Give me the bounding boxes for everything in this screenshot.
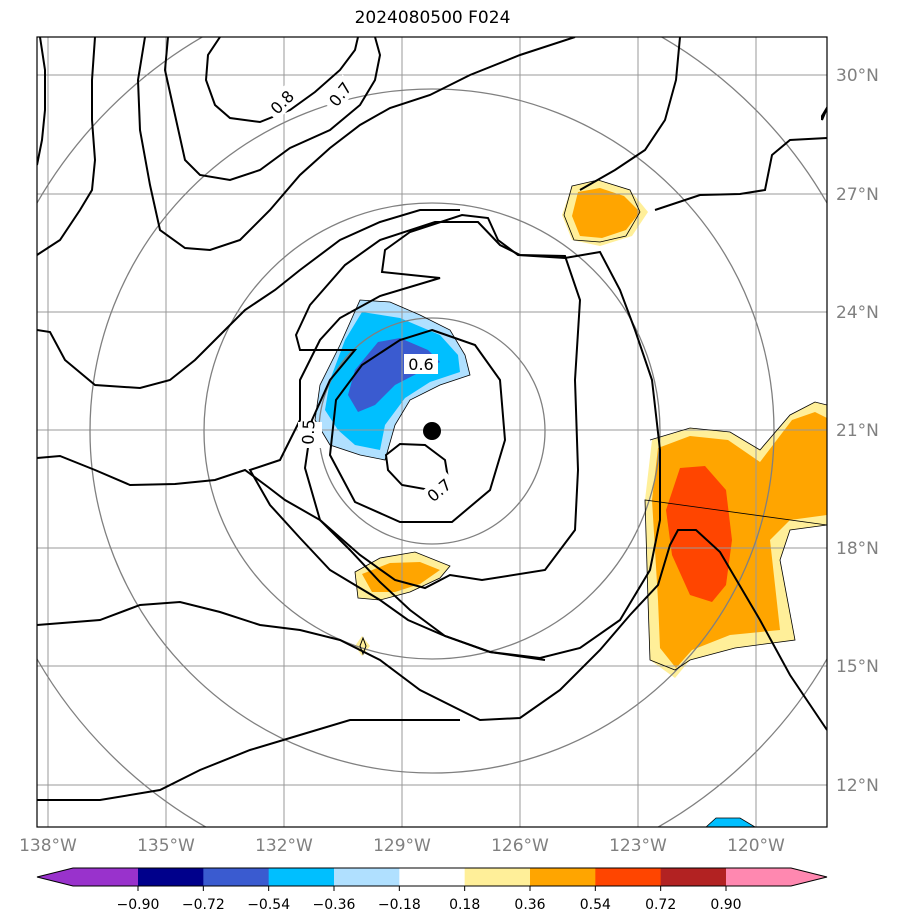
contour-0.8 [204, 37, 359, 124]
colorbar-tick-label: 0.36 [514, 897, 545, 913]
colorbar-tick-label: −0.36 [313, 897, 356, 913]
colorbar-tick-label: −0.54 [247, 897, 290, 913]
lon-label: 123°W [609, 836, 667, 856]
lat-label: 18°N [836, 539, 879, 559]
colorbar-ticks: −0.90 −0.72 −0.54 −0.36 −0.18 0.18 0.36 0.54 0.7… [117, 886, 742, 913]
lon-label: 126°W [491, 836, 549, 856]
colorbar-bin [203, 868, 270, 886]
lon-label: 120°W [727, 836, 785, 856]
contour-outer-west-3 [37, 719, 460, 801]
lat-label: 27°N [836, 185, 879, 205]
gridlines [37, 37, 827, 827]
lat-label: 24°N [836, 303, 879, 323]
colorbar: −0.90 −0.72 −0.54 −0.36 −0.18 0.18 0.36 0.54 0.7… [36, 867, 828, 913]
lon-label: 132°W [255, 836, 313, 856]
contour-northeast-2 [654, 137, 827, 211]
negative-anomaly-bottom [706, 818, 755, 827]
colorbar-bin [399, 868, 466, 886]
lat-label: 30°N [836, 66, 879, 86]
colorbar-over-extension [726, 868, 827, 886]
positive-anomaly-north [572, 188, 640, 238]
contour-tiny-south [359, 636, 367, 656]
lon-label: 138°W [19, 836, 77, 856]
positive-anomaly-speck [355, 636, 370, 656]
colorbar-tick-label: −0.72 [182, 897, 225, 913]
contour-outer-west-4 [37, 209, 460, 390]
map-frame [36, 36, 828, 828]
contour-ring-2 [328, 328, 507, 523]
contour-northeast [579, 37, 681, 191]
lat-tick-labels: 30°N 27°N 24°N 21°N 18°N 15°N 12°N [836, 66, 879, 796]
contour-label-0.6: 0.6 [408, 355, 433, 374]
colorbar-bin [595, 868, 662, 886]
lon-label: 129°W [373, 836, 431, 856]
contour-outer-west-2 [37, 529, 827, 731]
range-rings [37, 37, 827, 827]
contour-northwest-4 [163, 37, 382, 182]
lat-label: 21°N [836, 421, 879, 441]
lat-label: 15°N [836, 657, 879, 677]
colorbar-bin [268, 868, 335, 886]
colorbar-outline [36, 867, 828, 887]
lon-label: 135°W [137, 836, 195, 856]
storm-center-marker [423, 422, 441, 440]
colorbar-tick-label: 0.72 [645, 897, 676, 913]
lon-tick-labels: 138°W 135°W 132°W 129°W 126°W 123°W 120°… [19, 836, 785, 856]
colorbar-tick-label: 0.90 [710, 897, 741, 913]
contour-ring-4 [248, 213, 661, 660]
colorbar-tick-label: −0.18 [378, 897, 421, 913]
contour-northwest-2 [37, 37, 46, 166]
anomaly-outlines [314, 179, 827, 827]
colorbar-bin [138, 868, 204, 886]
colorbar-tick-label: 0.18 [449, 897, 480, 913]
colorbar-bin [660, 868, 727, 886]
colorbar-bin [530, 868, 596, 886]
contour-northwest-3 [136, 37, 576, 252]
colorbar-tick-label: −0.90 [117, 897, 160, 913]
chart-title: 2024080500 F024 [354, 8, 511, 28]
contour-northwest-1 [37, 37, 97, 256]
map-plot: 0.8 0.7 0.6 0.5 0.7 138°W 135°W 132°W 12… [19, 36, 879, 856]
contour-lines [37, 37, 827, 801]
colorbar-bin [464, 868, 531, 886]
contour-outer-west-1 [37, 454, 546, 661]
colorbar-under-block [37, 868, 138, 886]
lat-label: 12°N [836, 776, 879, 796]
colorbar-tick-label: 0.54 [580, 897, 611, 913]
contour-tiny-ne [821, 105, 827, 121]
contour-label-0.5: 0.5 [299, 419, 319, 445]
colorbar-bin [334, 868, 400, 886]
colorbar-fills [37, 868, 827, 886]
